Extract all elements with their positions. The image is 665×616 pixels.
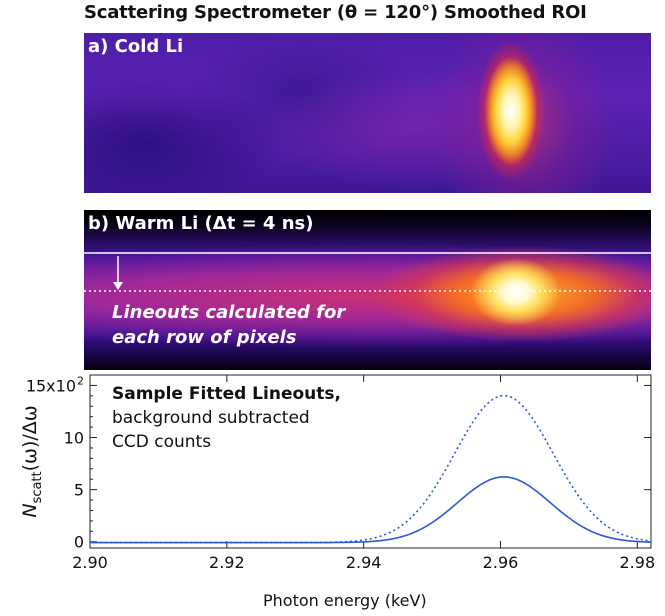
lineout-annotation: Lineouts calculated for each row of pixe… xyxy=(112,300,345,350)
x-axis-label: Photon energy (keV) xyxy=(263,591,427,610)
cold-li-image-panel: a) Cold Li xyxy=(84,33,651,193)
x-tick-label: 2.96 xyxy=(483,553,519,572)
warm-li-image-panel: b) Warm Li (Δt = 4 ns) Lineouts calculat… xyxy=(84,210,651,370)
panel-a-label: a) Cold Li xyxy=(88,36,184,57)
chart-annotation-line: Sample Fitted Lineouts, xyxy=(112,384,341,404)
x-tick-label: 2.98 xyxy=(620,553,656,572)
y-tick-label: 5 xyxy=(74,481,84,500)
y-tick-label: 10 xyxy=(64,429,84,448)
x-tick-label: 2.92 xyxy=(209,553,245,572)
chart-annotation-line: background subtracted xyxy=(112,408,310,428)
x-tick-label: 2.90 xyxy=(72,553,108,572)
dotted-lineout-curve xyxy=(90,394,652,544)
x-tick-label: 2.94 xyxy=(346,553,382,572)
lineout-chart: 2.90 2.92 2.94 2.96 2.98 0 5 10 15x10 2 Sample Fit… xyxy=(19,374,656,572)
lineout-overlay xyxy=(84,252,651,292)
y-tick-exponent: 2 xyxy=(77,374,84,387)
y-axis-label: Nscatt(ω)/Δω xyxy=(19,405,45,517)
y-tick-label: 15x10 xyxy=(26,376,76,395)
annotation-line-2: each row of pixels xyxy=(112,327,297,348)
chart-annotation-line: CCD counts xyxy=(112,432,211,452)
figure-title: Scattering Spectrometer (θ = 120°) Smoot… xyxy=(84,2,587,23)
solid-lineout-curve xyxy=(90,476,652,544)
plot-frame xyxy=(89,374,652,549)
y-tick-label: 0 xyxy=(74,533,84,552)
annotation-line-1: Lineouts calculated for xyxy=(112,302,346,323)
scan-arrow-head xyxy=(113,282,123,290)
panel-b-label: b) Warm Li (Δt = 4 ns) xyxy=(88,213,314,234)
